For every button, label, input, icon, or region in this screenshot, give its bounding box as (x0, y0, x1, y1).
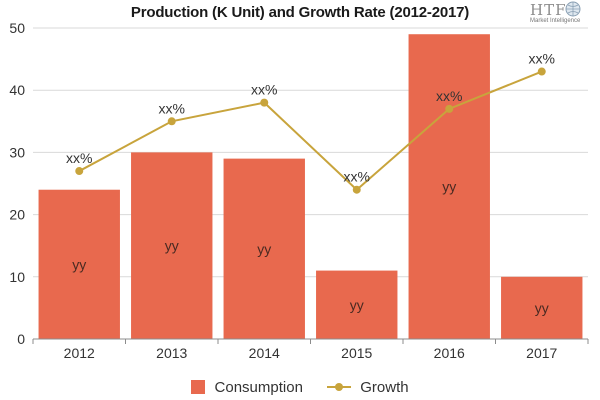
bar-2017 (501, 276, 583, 339)
y-tick-label-0: 0 (17, 331, 25, 347)
growth-point-2013 (167, 117, 176, 126)
x-tick-label-2016: 2016 (434, 345, 465, 361)
bar-2012 (38, 189, 120, 339)
growth-point-2016 (445, 104, 454, 113)
y-tick-label-10: 10 (9, 269, 25, 285)
chart-legend: Consumption Growth (0, 378, 600, 396)
y-tick-label-30: 30 (9, 144, 25, 160)
growth-label-2014: xx% (251, 82, 277, 98)
y-tick-label-20: 20 (9, 207, 25, 223)
bar-2013 (131, 152, 213, 339)
growth-point-2015 (352, 185, 361, 194)
legend-swatch-growth (327, 380, 352, 394)
bar-2016 (408, 34, 490, 339)
x-tick-label-2013: 2013 (156, 345, 187, 361)
growth-line (78, 70, 543, 192)
y-tick-label-40: 40 (9, 82, 25, 98)
growth-label-2016: xx% (436, 88, 462, 104)
growth-line-series (75, 67, 546, 194)
x-tick-label-2017: 2017 (526, 345, 557, 361)
bar-label-2017: yy (535, 300, 549, 316)
legend-item-consumption[interactable]: Consumption (191, 379, 303, 396)
globe-icon (565, 1, 581, 17)
growth-line-labels: xx% xx% xx% xx% xx% xx% (66, 51, 555, 185)
chart-axes: 0 10 20 30 40 50 2012 2013 2014 2015 2016 2017 (9, 20, 589, 361)
bar-label-2013: yy (165, 238, 179, 254)
chart-title: Production (K Unit) and Growth Rate (201… (130, 4, 470, 21)
growth-point-2017 (537, 67, 546, 76)
bar-2014 (223, 158, 305, 339)
growth-point-2012 (75, 167, 84, 176)
logo-subtitle: Market Intelligence (530, 18, 581, 24)
legend-label-growth: Growth (360, 378, 409, 396)
y-tick-label-50: 50 (9, 20, 25, 36)
legend-label-consumption: Consumption (214, 378, 303, 396)
legend-swatch-consumption (191, 379, 206, 394)
x-tick-label-2012: 2012 (64, 345, 95, 361)
logo-text: HTF (530, 1, 567, 19)
growth-label-2013: xx% (159, 100, 185, 116)
consumption-bar-labels: yy yy yy yy yy yy (72, 179, 549, 316)
x-tick-label-2014: 2014 (249, 345, 280, 361)
growth-label-2012: xx% (66, 150, 92, 166)
growth-point-2014 (260, 98, 269, 107)
x-tick-label-2015: 2015 (341, 345, 372, 361)
bar-label-2016: yy (442, 179, 456, 195)
consumption-bars (38, 34, 583, 339)
bar-label-2015: yy (350, 297, 364, 313)
bar-label-2014: yy (257, 241, 271, 257)
bar-label-2012: yy (72, 256, 86, 272)
growth-label-2015: xx% (344, 169, 370, 185)
htf-logo: HTF Market Intelligence (530, 1, 592, 31)
bar-2015 (316, 270, 398, 339)
growth-label-2017: xx% (529, 51, 555, 67)
legend-item-growth[interactable]: Growth (327, 379, 409, 396)
